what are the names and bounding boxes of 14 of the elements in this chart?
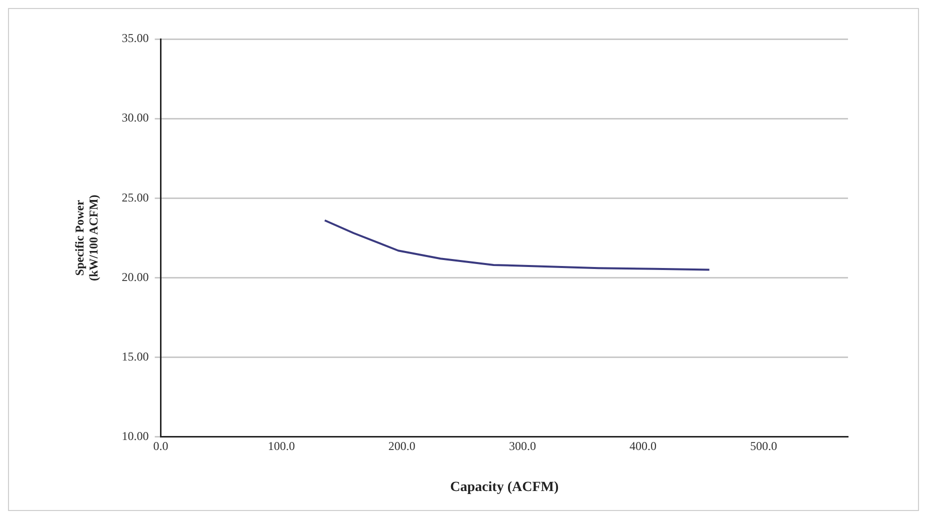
x-axis-title: Capacity (ACFM) — [450, 480, 559, 496]
x-tick-label: 100.0 — [268, 439, 295, 454]
x-tick-label: 500.0 — [750, 439, 778, 454]
y-tick-label: 20.00 — [122, 270, 149, 284]
x-tick-label: 200.0 — [388, 439, 416, 454]
x-tick-label: 300.0 — [508, 439, 536, 454]
x-tick-label: 400.0 — [630, 439, 657, 454]
y-tick-label: 10.00 — [122, 428, 149, 443]
y-tick-label: 35.00 — [122, 31, 149, 46]
y-tick-label: 30.00 — [122, 110, 149, 125]
y-tick-label: 25.00 — [122, 190, 149, 204]
x-tick-label: 0.0 — [153, 439, 168, 454]
y-tick-label: 15.00 — [122, 349, 149, 364]
y-axis-title: Specific Power (kW/100 ACFM) — [72, 194, 101, 282]
